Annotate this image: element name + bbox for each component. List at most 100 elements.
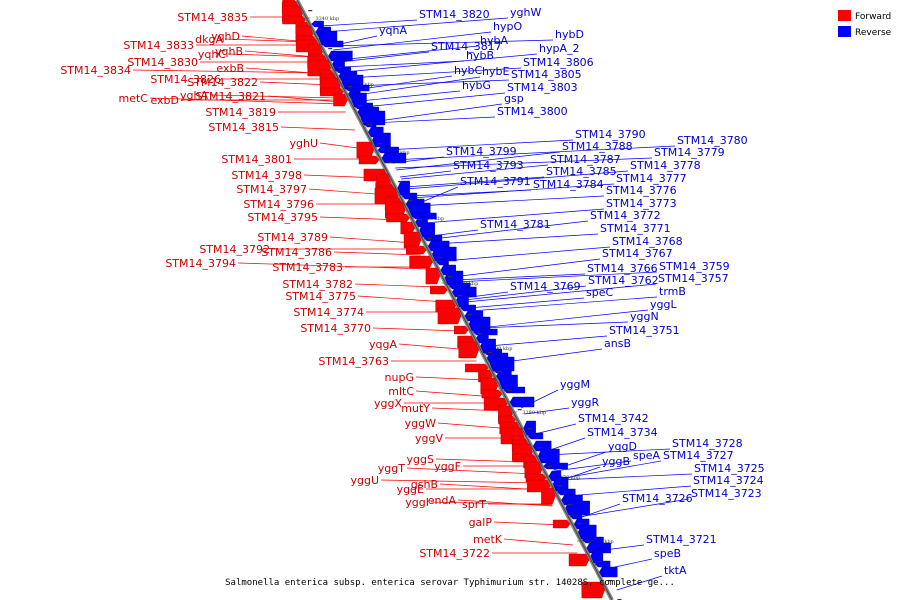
forward-gene-label: yggF xyxy=(434,460,461,473)
forward-leader-line xyxy=(354,283,438,288)
forward-gene-block xyxy=(454,325,469,335)
reverse-gene-label: STM14_3800 xyxy=(497,105,568,118)
forward-leader-line xyxy=(431,407,503,412)
forward-gene-block xyxy=(458,341,479,359)
reverse-gene-label: STM14_3776 xyxy=(606,184,677,197)
reverse-gene-block xyxy=(586,542,611,554)
forward-gene-label: yggV xyxy=(415,432,443,445)
legend-forward-swatch xyxy=(838,10,851,21)
reverse-leader-line xyxy=(323,17,509,33)
forward-gene-label: STM14_3763 xyxy=(318,355,389,368)
forward-gene-label: STM14_3782 xyxy=(282,278,353,291)
forward-gene-label: STM14_3815 xyxy=(208,121,279,134)
minor-feature-marker xyxy=(308,10,313,12)
forward-gene-block xyxy=(409,255,433,269)
forward-leader-line xyxy=(227,53,317,58)
reverse-gene-block xyxy=(565,500,590,516)
reverse-gene-block xyxy=(569,512,583,520)
forward-gene-label: gshB xyxy=(411,478,438,491)
reverse-gene-label: STM14_3777 xyxy=(616,172,687,185)
reverse-leader-line xyxy=(399,170,452,178)
forward-gene-label: metC xyxy=(119,92,149,105)
reverse-gene-block xyxy=(552,476,569,492)
minor-feature-marker xyxy=(457,295,462,297)
forward-gene-block xyxy=(430,285,448,295)
minor-feature-marker xyxy=(378,143,383,145)
forward-gene-label: sprT xyxy=(462,498,486,511)
minor-feature-marker xyxy=(497,371,502,373)
reverse-leader-line xyxy=(371,116,496,124)
forward-gene-label: mutY xyxy=(401,402,430,415)
forward-gene-label: endA xyxy=(428,494,457,507)
reverse-gene-block xyxy=(328,50,353,62)
forward-gene-label: galP xyxy=(469,516,493,529)
forward-gene-block xyxy=(400,221,415,235)
reverse-gene-label: STM14_3769 xyxy=(510,280,581,293)
reverse-gene-label: yggN xyxy=(630,310,659,323)
forward-leader-line xyxy=(149,97,342,105)
reverse-leader-line xyxy=(443,246,611,262)
reverse-gene-block xyxy=(377,146,399,154)
reverse-gene-label: STM14_3784 xyxy=(533,178,604,191)
forward-leader-line xyxy=(493,521,563,526)
reverse-leader-line xyxy=(371,103,503,123)
forward-gene-block xyxy=(333,93,348,107)
reverse-gene-label: STM14_3757 xyxy=(658,272,729,285)
forward-gene-label: STM14_3798 xyxy=(231,169,302,182)
reverse-leader-line xyxy=(347,67,522,79)
reverse-gene-label: STM14_3751 xyxy=(609,324,680,337)
reverse-leader-line xyxy=(488,335,608,347)
reverse-gene-label: yqhA xyxy=(379,24,407,37)
minor-feature-marker xyxy=(467,314,472,316)
reverse-gene-label: STM14_3759 xyxy=(659,260,730,273)
genome-backbone xyxy=(295,0,614,600)
reverse-gene-block xyxy=(557,488,576,496)
forward-gene-block xyxy=(406,245,427,255)
minor-feature-marker xyxy=(358,105,363,107)
reverse-gene-block xyxy=(423,234,443,242)
minor-feature-marker xyxy=(587,542,592,544)
reverse-leader-line xyxy=(406,170,629,190)
forward-gene-label: STM14_3835 xyxy=(177,11,248,24)
forward-gene-label: yqhB xyxy=(215,45,243,58)
minor-feature-marker xyxy=(507,390,512,392)
minor-feature-marker xyxy=(567,504,572,506)
reverse-leader-line xyxy=(534,423,577,435)
forward-gene-label: STM14_3801 xyxy=(221,153,292,166)
forward-leader-line xyxy=(259,81,332,86)
reverse-gene-label: STM14_3727 xyxy=(663,449,734,462)
reverse-gene-label: STM14_3787 xyxy=(550,153,621,166)
reverse-gene-label: STM14_3772 xyxy=(590,209,661,222)
forward-gene-label: STM14_3822 xyxy=(187,76,258,89)
forward-gene-label: yghU xyxy=(289,137,318,150)
forward-gene-block xyxy=(541,487,556,505)
minor-feature-marker xyxy=(447,276,452,278)
forward-gene-label: STM14_3834 xyxy=(60,64,131,77)
reverse-gene-label: hybD xyxy=(555,28,584,41)
reverse-leader-line xyxy=(554,460,632,472)
forward-gene-label: STM14_3830 xyxy=(127,56,198,69)
reverse-leader-line xyxy=(400,164,549,180)
forward-gene-label: STM14_3770 xyxy=(300,322,371,335)
reverse-gene-block xyxy=(532,440,552,452)
forward-leader-line xyxy=(415,376,487,381)
reverse-gene-block xyxy=(509,396,535,408)
reverse-gene-label: tktA xyxy=(664,564,687,577)
minor-feature-marker xyxy=(427,238,432,240)
reverse-gene-label: STM14_3773 xyxy=(606,197,677,210)
reverse-gene-label: STM14_3724 xyxy=(693,474,764,487)
reverse-gene-label: STM14_3791 xyxy=(460,175,531,188)
forward-gene-block xyxy=(481,389,503,399)
forward-gene-label: yggI xyxy=(405,496,429,509)
reverse-leader-line xyxy=(363,92,506,108)
reverse-gene-label: STM14_3767 xyxy=(602,247,673,260)
forward-gene-label: exbB xyxy=(216,62,244,75)
reverse-leader-line xyxy=(497,348,603,364)
reverse-gene-label: STM14_3742 xyxy=(578,412,649,425)
minor-feature-marker xyxy=(577,523,582,525)
minor-feature-marker xyxy=(537,447,542,449)
reverse-gene-label: STM14_3771 xyxy=(600,222,671,235)
forward-gene-label: yggS xyxy=(407,453,434,466)
forward-gene-label: yggW xyxy=(405,417,436,430)
